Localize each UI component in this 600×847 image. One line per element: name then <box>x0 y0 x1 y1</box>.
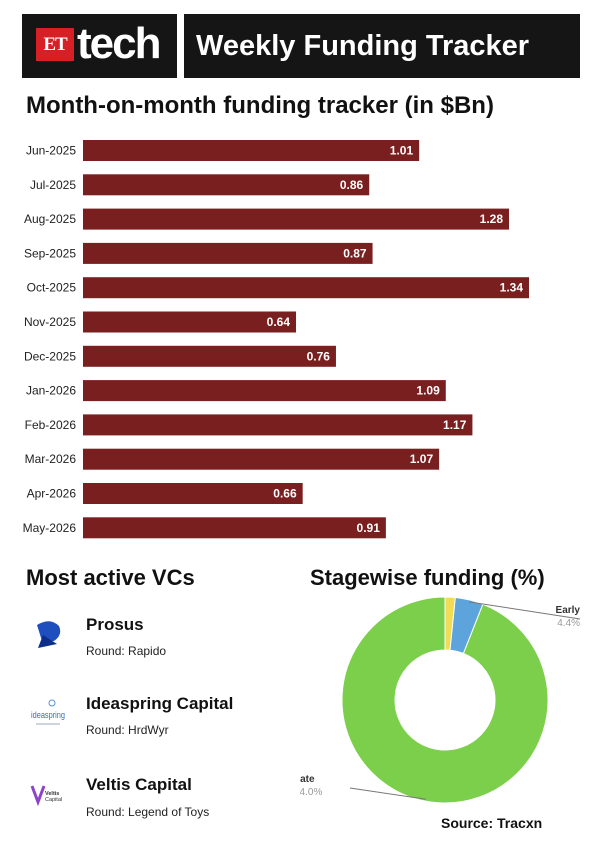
et-badge: ET <box>36 28 74 61</box>
bar-value-label: 0.87 <box>343 246 367 260</box>
bar-value-label: 1.17 <box>443 418 467 432</box>
bar-chart-title: Month-on-month funding tracker (in $Bn) <box>26 92 494 119</box>
category-tick-label: Jun-2025 <box>26 144 76 158</box>
slice-value-label: 4.4% <box>557 618 580 629</box>
prosus-logo-icon <box>37 621 61 648</box>
vc-name: Veltis Capital <box>86 775 192 794</box>
vc-name: Prosus <box>86 615 144 634</box>
category-tick-label: Dec-2025 <box>24 349 76 363</box>
funding-bar <box>83 414 473 436</box>
slice-label: Late <box>300 774 315 785</box>
category-tick-label: Oct-2025 <box>27 281 77 295</box>
category-tick-label: May-2026 <box>23 521 77 535</box>
funding-bar <box>83 517 386 539</box>
et-tech-logo: ET tech <box>22 14 177 78</box>
vc-name: Ideaspring Capital <box>86 694 234 713</box>
funding-bar <box>83 174 370 196</box>
vc-round: Round: Legend of Toys <box>86 805 210 819</box>
slice-label: Early <box>556 605 581 616</box>
funding-bar <box>83 311 297 333</box>
donut-slice <box>341 596 549 804</box>
svg-text:Capital: Capital <box>45 797 62 803</box>
bar-value-label: 1.09 <box>416 384 440 398</box>
slice-leader-line <box>468 601 581 620</box>
funding-bar <box>83 483 303 504</box>
bar-value-label: 1.34 <box>500 281 524 295</box>
slice-leader-line <box>349 787 427 800</box>
bar-value-label: 0.66 <box>273 487 297 501</box>
ideaspring-logo-icon: ideaspring <box>31 699 65 725</box>
vc-round: Round: HrdWyr <box>86 723 169 737</box>
bar-value-label: 1.28 <box>480 212 504 226</box>
source-note: Source: Tracxn <box>441 815 543 831</box>
slice-value-label: 94.0% <box>300 787 322 798</box>
bar-value-label: 0.76 <box>307 349 331 363</box>
header-banner: Weekly Funding Tracker <box>184 14 580 78</box>
svg-text:Veltis: Veltis <box>45 791 59 797</box>
veltis-logo-icon: Veltis Capital <box>30 785 62 807</box>
funding-bar <box>83 345 336 367</box>
ideaspring-logo-text: ideaspring <box>31 710 65 720</box>
vcs-section-title: Most active VCs <box>26 565 195 590</box>
category-tick-label: Nov-2025 <box>24 315 76 329</box>
vc-round: Round: Rapido <box>86 644 167 658</box>
funding-bar <box>83 380 446 402</box>
bar-value-label: 1.01 <box>390 144 414 158</box>
brand-tech: tech <box>77 19 161 68</box>
funding-bar <box>83 208 510 230</box>
bar-value-label: 0.91 <box>357 521 381 535</box>
category-tick-label: Aug-2025 <box>24 212 76 226</box>
category-tick-label: Jul-2025 <box>30 178 76 192</box>
category-tick-label: Apr-2026 <box>27 487 77 501</box>
category-tick-label: Jan-2026 <box>26 384 76 398</box>
funding-bar <box>83 140 420 161</box>
bar-value-label: 1.07 <box>410 452 434 466</box>
category-tick-label: Sep-2025 <box>24 246 76 260</box>
monthly-funding-bar-chart: Jun-2025 1.01 Jul-2025 0.86 Aug-2025 1.28 Sep-… <box>23 140 529 539</box>
funding-bar <box>83 277 529 299</box>
funding-bar <box>83 448 440 470</box>
page-title: Weekly Funding Tracker <box>196 30 530 62</box>
stagewise-funding-donut-chart: Early 4.4% Late 94.0% <box>300 596 581 804</box>
category-tick-label: Feb-2026 <box>25 418 77 432</box>
category-tick-label: Mar-2026 <box>25 452 77 466</box>
donut-chart-title: Stagewise funding (%) <box>310 565 545 590</box>
funding-bar <box>83 242 373 264</box>
bar-value-label: 0.86 <box>340 178 364 192</box>
bar-value-label: 0.64 <box>267 315 291 329</box>
